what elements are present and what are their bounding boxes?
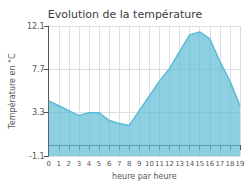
svg-text:12.1: 12.1 [27,22,45,31]
svg-text:19: 19 [236,160,245,168]
svg-text:11: 11 [155,160,164,168]
svg-text:12: 12 [165,160,174,168]
svg-text:13: 13 [175,160,184,168]
svg-text:6: 6 [107,160,112,168]
svg-text:15: 15 [195,160,204,168]
svg-text:4: 4 [87,160,92,168]
svg-text:8: 8 [127,160,131,168]
svg-text:2: 2 [67,160,71,168]
svg-text:Température en °C: Température en °C [7,53,17,130]
svg-text:3.3: 3.3 [32,108,45,117]
svg-text:14: 14 [185,160,194,168]
svg-text:7: 7 [117,160,121,168]
svg-text:18: 18 [225,160,234,168]
svg-text:16: 16 [205,160,214,168]
svg-text:3: 3 [77,160,81,168]
svg-text:10: 10 [145,160,154,168]
svg-text:Evolution de la température: Evolution de la température [48,8,203,21]
svg-text:17: 17 [215,160,224,168]
svg-text:1: 1 [57,160,61,168]
svg-text:heure par heure: heure par heure [112,172,177,181]
svg-text:5: 5 [97,160,101,168]
svg-text:7.7: 7.7 [32,65,45,74]
svg-text:0: 0 [46,160,50,168]
svg-text:9: 9 [137,160,141,168]
svg-text:-1.1: -1.1 [29,152,45,161]
